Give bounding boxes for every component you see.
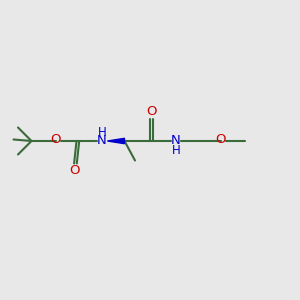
Text: N: N — [171, 134, 181, 148]
Polygon shape — [107, 138, 124, 144]
Text: O: O — [215, 133, 226, 146]
Text: H: H — [172, 143, 181, 157]
Text: O: O — [146, 105, 157, 118]
Text: O: O — [69, 164, 80, 177]
Text: O: O — [50, 133, 61, 146]
Text: N: N — [97, 134, 107, 148]
Text: H: H — [98, 125, 106, 139]
